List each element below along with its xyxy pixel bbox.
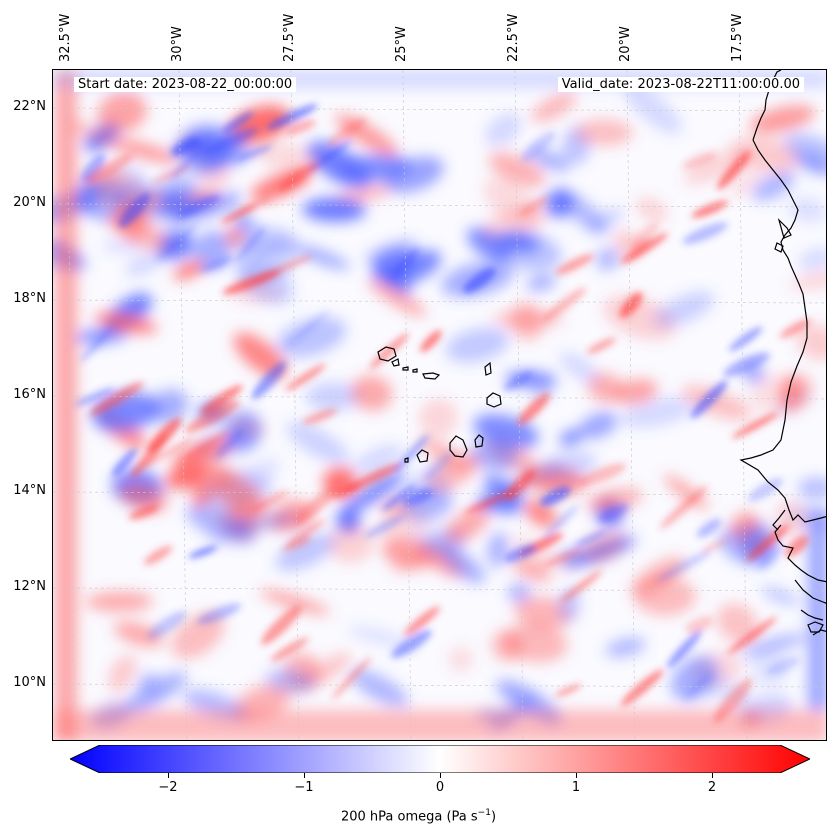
coastline	[377, 70, 826, 636]
colorbar-tick	[168, 773, 169, 778]
lat-label: 20°N	[13, 195, 46, 210]
colorbar-tick-label: −2	[158, 780, 178, 795]
lat-label: 14°N	[13, 483, 46, 498]
lon-label: 17.5°W	[730, 13, 745, 62]
omega-field-map	[53, 70, 826, 740]
colorbar-tick	[304, 773, 305, 778]
map-panel	[52, 69, 827, 741]
colorbar-tick-label: 1	[571, 780, 581, 795]
lon-label: 30°W	[170, 26, 185, 62]
lat-label: 16°N	[13, 387, 46, 402]
colorbar-tick-label: −1	[294, 780, 314, 795]
colorbar-tick-label: 2	[707, 780, 717, 795]
lon-label: 22.5°W	[506, 13, 521, 62]
colorbar-tick-label: 0	[435, 780, 445, 795]
lon-label: 20°W	[618, 26, 633, 62]
lat-label: 18°N	[13, 291, 46, 306]
start-date-label: Start date: 2023-08-22_00:00:00	[74, 77, 297, 92]
colorbar-label: 200 hPa omega (Pa s−1)	[340, 808, 497, 825]
colorbar-tick	[440, 773, 441, 778]
lat-label: 10°N	[13, 675, 46, 690]
lat-label: 12°N	[13, 579, 46, 594]
lon-label: 32.5°W	[58, 13, 73, 62]
colorbar-gradient	[68, 744, 812, 774]
colorbar-tick	[712, 773, 713, 778]
colorbar-tick	[576, 773, 577, 778]
colorbar	[68, 744, 812, 774]
lat-label: 22°N	[13, 99, 46, 114]
valid-date-label: Valid_date: 2023-08-22T11:00:00.00	[557, 77, 804, 92]
lon-label: 27.5°W	[282, 13, 297, 62]
lon-label: 25°W	[394, 26, 409, 62]
